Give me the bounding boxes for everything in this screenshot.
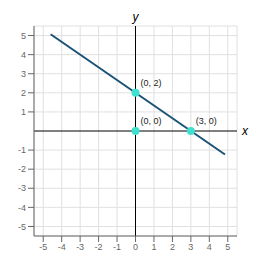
svg-text:(0, 0): (0, 0) — [141, 116, 162, 126]
svg-text:3: 3 — [21, 69, 26, 79]
svg-text:y: y — [132, 10, 140, 24]
svg-text:2: 2 — [170, 242, 175, 252]
svg-text:5: 5 — [21, 31, 26, 41]
svg-text:-2: -2 — [18, 164, 26, 174]
svg-text:-2: -2 — [95, 242, 103, 252]
svg-text:0: 0 — [133, 242, 138, 252]
svg-text:-3: -3 — [76, 242, 84, 252]
svg-text:1: 1 — [151, 242, 156, 252]
svg-text:x: x — [241, 124, 249, 138]
svg-text:(0, 2): (0, 2) — [141, 78, 162, 88]
svg-text:-3: -3 — [18, 183, 26, 193]
svg-text:4: 4 — [21, 50, 26, 60]
svg-text:-5: -5 — [39, 242, 47, 252]
svg-text:2: 2 — [21, 88, 26, 98]
svg-text:4: 4 — [207, 242, 212, 252]
svg-text:-4: -4 — [18, 203, 26, 213]
svg-text:-4: -4 — [58, 242, 66, 252]
svg-text:3: 3 — [188, 242, 193, 252]
svg-text:5: 5 — [225, 242, 230, 252]
svg-text:1: 1 — [21, 107, 26, 117]
svg-text:-1: -1 — [113, 242, 121, 252]
svg-text:-1: -1 — [18, 145, 26, 155]
svg-text:(3, 0): (3, 0) — [196, 116, 217, 126]
svg-text:-5: -5 — [18, 222, 26, 232]
